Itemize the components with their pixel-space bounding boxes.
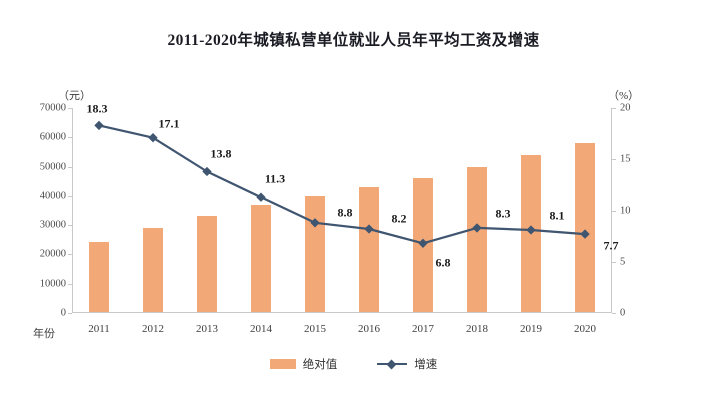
tick-mark-left bbox=[68, 313, 72, 314]
bar-2015 bbox=[305, 196, 325, 312]
tick-mark-left bbox=[68, 254, 72, 256]
line-marker-2013 bbox=[202, 166, 212, 177]
bar-2012 bbox=[143, 227, 163, 312]
legend-bar-swatch-icon bbox=[269, 359, 296, 369]
left-axis-unit-label: （元） bbox=[58, 90, 91, 102]
tick-mark-left bbox=[68, 166, 72, 168]
line-marker-2011 bbox=[94, 120, 104, 131]
y-tick-left-30000: 30000 bbox=[39, 219, 66, 231]
tick-mark-right bbox=[612, 159, 616, 161]
y-tick-left-60000: 60000 bbox=[39, 131, 66, 143]
data-label-2018: 8.3 bbox=[495, 206, 511, 221]
data-label-2019: 8.1 bbox=[549, 208, 565, 223]
tick-mark-right bbox=[612, 108, 616, 109]
line-marker-2017 bbox=[418, 238, 428, 248]
line-marker-2016 bbox=[364, 224, 374, 234]
data-label-2017: 6.8 bbox=[435, 255, 451, 270]
legend-line-swatch-icon bbox=[377, 359, 408, 369]
bar-2016 bbox=[359, 186, 379, 312]
legend-label: 增速 bbox=[414, 359, 438, 371]
growth-rate-line bbox=[94, 120, 590, 248]
left-axis-tick-labels: 0 10000 20000 30000 40000 50000 60000 70000 bbox=[20, 103, 66, 319]
tick-mark-right bbox=[612, 210, 616, 212]
tick-mark-left bbox=[68, 108, 72, 109]
tick-mark-left bbox=[68, 225, 72, 227]
x-tick-2012: 2012 bbox=[142, 323, 164, 335]
line-marker-2012 bbox=[148, 133, 158, 143]
y-tick-right-5: 5 bbox=[620, 256, 626, 268]
y-tick-right-10: 10 bbox=[620, 205, 631, 216]
y-tick-left-50000: 50000 bbox=[39, 161, 66, 173]
line-marker-2020 bbox=[580, 229, 590, 239]
tick-mark-left bbox=[68, 137, 72, 139]
data-label-2020: 7.7 bbox=[603, 238, 619, 253]
y-tick-left-0: 0 bbox=[60, 307, 66, 319]
chart-title: 2011-2020年城镇私营单位就业人员年平均工资及增速 bbox=[167, 32, 540, 49]
x-tick-2016: 2016 bbox=[358, 323, 380, 335]
y-tick-left-40000: 40000 bbox=[39, 190, 66, 202]
x-tick-2015: 2015 bbox=[304, 323, 326, 335]
plot-area: 18.3 17.1 13.8 11.3 8.8 8.2 6.8 8.3 8.1 7.7 2011 20… bbox=[68, 102, 619, 335]
y-tick-left-10000: 10000 bbox=[39, 278, 66, 290]
legend-item-bar[interactable]: 绝对值 bbox=[269, 356, 338, 372]
x-axis-caption: 年份 bbox=[33, 328, 55, 340]
bar-2020 bbox=[575, 143, 595, 312]
legend-label: 绝对值 bbox=[302, 359, 338, 371]
tick-mark-right bbox=[612, 261, 616, 263]
x-tick-2019: 2019 bbox=[520, 323, 542, 335]
right-axis-unit-label: （%） bbox=[608, 90, 640, 102]
x-tick-2018: 2018 bbox=[466, 323, 488, 335]
bar-2013 bbox=[197, 216, 217, 312]
left-axis-line bbox=[72, 108, 73, 313]
data-label-2011: 18.3 bbox=[86, 101, 108, 116]
x-tick-2011: 2011 bbox=[88, 323, 110, 335]
right-axis-line bbox=[611, 108, 612, 313]
x-tick-2014: 2014 bbox=[250, 323, 272, 335]
bottom-axis-line bbox=[72, 312, 612, 313]
line-marker-2019 bbox=[526, 225, 536, 235]
bar-2011 bbox=[89, 241, 109, 312]
legend-item-line[interactable]: 增速 bbox=[377, 356, 437, 372]
line-marker-2014 bbox=[256, 192, 266, 202]
data-label-2012: 17.1 bbox=[158, 116, 180, 131]
y-tick-left-70000: 70000 bbox=[39, 102, 66, 114]
data-label-2015: 8.8 bbox=[337, 205, 353, 220]
line-marker-2018 bbox=[472, 223, 482, 233]
chart-legend: 绝对值 增速 bbox=[0, 356, 707, 372]
data-label-2013: 13.8 bbox=[210, 146, 232, 161]
y-tick-right-15: 15 bbox=[620, 153, 631, 165]
tick-mark-right bbox=[612, 313, 616, 314]
x-tick-2017: 2017 bbox=[412, 323, 434, 335]
data-label-2016: 8.2 bbox=[391, 211, 407, 226]
data-label-2014: 11.3 bbox=[264, 171, 286, 186]
y-tick-left-20000: 20000 bbox=[39, 248, 66, 260]
x-tick-2020: 2020 bbox=[574, 323, 596, 335]
bar-2014 bbox=[251, 205, 271, 312]
right-axis-tick-labels: 0 5 10 15 20 bbox=[620, 103, 650, 319]
y-tick-right-0: 0 bbox=[620, 307, 626, 319]
line-path bbox=[98, 124, 586, 245]
tick-mark-left bbox=[68, 195, 72, 197]
x-tick-2013: 2013 bbox=[196, 323, 218, 335]
bar-2018 bbox=[467, 166, 487, 312]
y-tick-right-20: 20 bbox=[620, 102, 631, 114]
line-marker-2015 bbox=[310, 218, 320, 228]
tick-mark-left bbox=[68, 283, 72, 285]
